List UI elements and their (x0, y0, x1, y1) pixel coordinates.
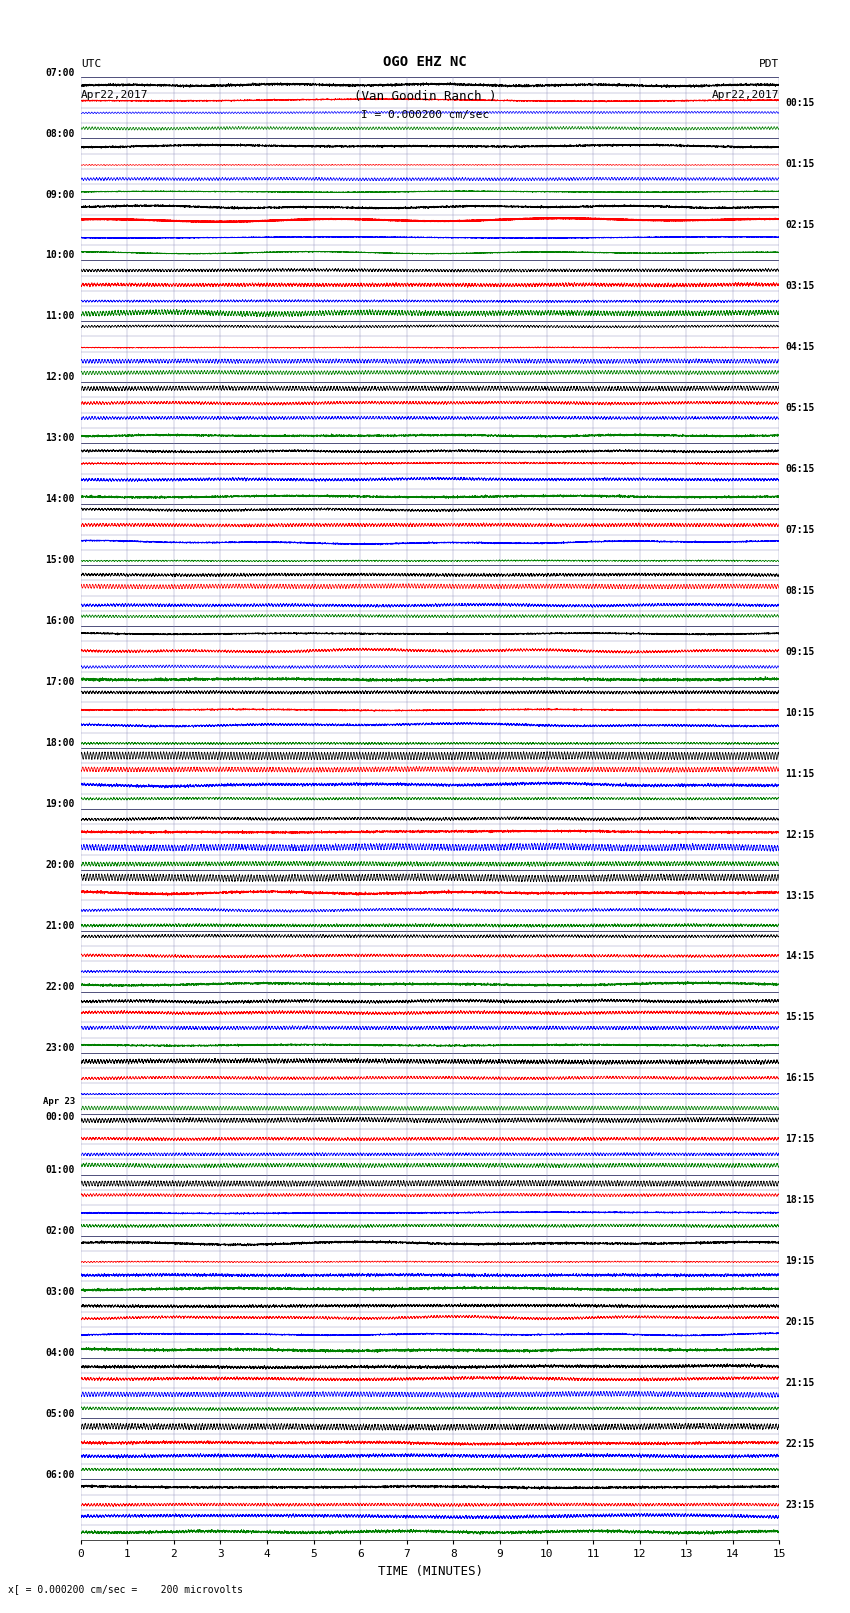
Text: 05:00: 05:00 (45, 1408, 75, 1419)
Text: 18:00: 18:00 (45, 739, 75, 748)
Text: 09:00: 09:00 (45, 189, 75, 200)
Text: Apr 23: Apr 23 (42, 1097, 75, 1105)
Text: 04:00: 04:00 (45, 1348, 75, 1358)
Text: x[ = 0.000200 cm/sec =    200 microvolts: x[ = 0.000200 cm/sec = 200 microvolts (8, 1584, 243, 1594)
Text: 10:00: 10:00 (45, 250, 75, 260)
Text: Apr22,2017: Apr22,2017 (712, 90, 779, 100)
Text: 16:00: 16:00 (45, 616, 75, 626)
Text: 13:00: 13:00 (45, 434, 75, 444)
Text: 17:00: 17:00 (45, 677, 75, 687)
Text: 22:00: 22:00 (45, 982, 75, 992)
Text: 22:15: 22:15 (785, 1439, 815, 1448)
Text: 15:15: 15:15 (785, 1013, 815, 1023)
Text: OGO EHZ NC: OGO EHZ NC (383, 55, 467, 69)
Text: 15:00: 15:00 (45, 555, 75, 565)
Text: PDT: PDT (759, 60, 779, 69)
Text: 17:15: 17:15 (785, 1134, 815, 1144)
Text: 00:15: 00:15 (785, 98, 815, 108)
Text: 06:15: 06:15 (785, 465, 815, 474)
Text: 20:15: 20:15 (785, 1318, 815, 1327)
Text: 05:15: 05:15 (785, 403, 815, 413)
Text: 11:00: 11:00 (45, 311, 75, 321)
Text: 14:15: 14:15 (785, 952, 815, 961)
Text: 03:15: 03:15 (785, 281, 815, 290)
Text: 07:00: 07:00 (45, 68, 75, 77)
Text: 19:15: 19:15 (785, 1257, 815, 1266)
Text: 16:15: 16:15 (785, 1073, 815, 1084)
Text: 23:15: 23:15 (785, 1500, 815, 1510)
Text: 07:15: 07:15 (785, 524, 815, 536)
Text: Apr22,2017: Apr22,2017 (81, 90, 148, 100)
Text: (Van Goodin Ranch ): (Van Goodin Ranch ) (354, 90, 496, 103)
Text: 03:00: 03:00 (45, 1287, 75, 1297)
Text: 12:15: 12:15 (785, 829, 815, 839)
Text: 00:00: 00:00 (45, 1111, 75, 1123)
Text: 09:15: 09:15 (785, 647, 815, 656)
Text: 21:00: 21:00 (45, 921, 75, 931)
Text: 04:15: 04:15 (785, 342, 815, 352)
Text: 23:00: 23:00 (45, 1044, 75, 1053)
Text: 06:00: 06:00 (45, 1469, 75, 1479)
Text: 21:15: 21:15 (785, 1378, 815, 1389)
Text: 14:00: 14:00 (45, 494, 75, 505)
Text: 13:15: 13:15 (785, 890, 815, 900)
Text: 10:15: 10:15 (785, 708, 815, 718)
Text: 08:15: 08:15 (785, 586, 815, 595)
Text: 02:15: 02:15 (785, 219, 815, 231)
Text: 20:00: 20:00 (45, 860, 75, 869)
Text: 12:00: 12:00 (45, 373, 75, 382)
Text: I = 0.000200 cm/sec: I = 0.000200 cm/sec (361, 110, 489, 119)
X-axis label: TIME (MINUTES): TIME (MINUTES) (377, 1565, 483, 1578)
Text: 19:00: 19:00 (45, 798, 75, 810)
Text: 18:15: 18:15 (785, 1195, 815, 1205)
Text: 02:00: 02:00 (45, 1226, 75, 1236)
Text: 08:00: 08:00 (45, 129, 75, 139)
Text: 11:15: 11:15 (785, 769, 815, 779)
Text: 01:15: 01:15 (785, 160, 815, 169)
Text: 01:00: 01:00 (45, 1165, 75, 1174)
Text: UTC: UTC (81, 60, 101, 69)
